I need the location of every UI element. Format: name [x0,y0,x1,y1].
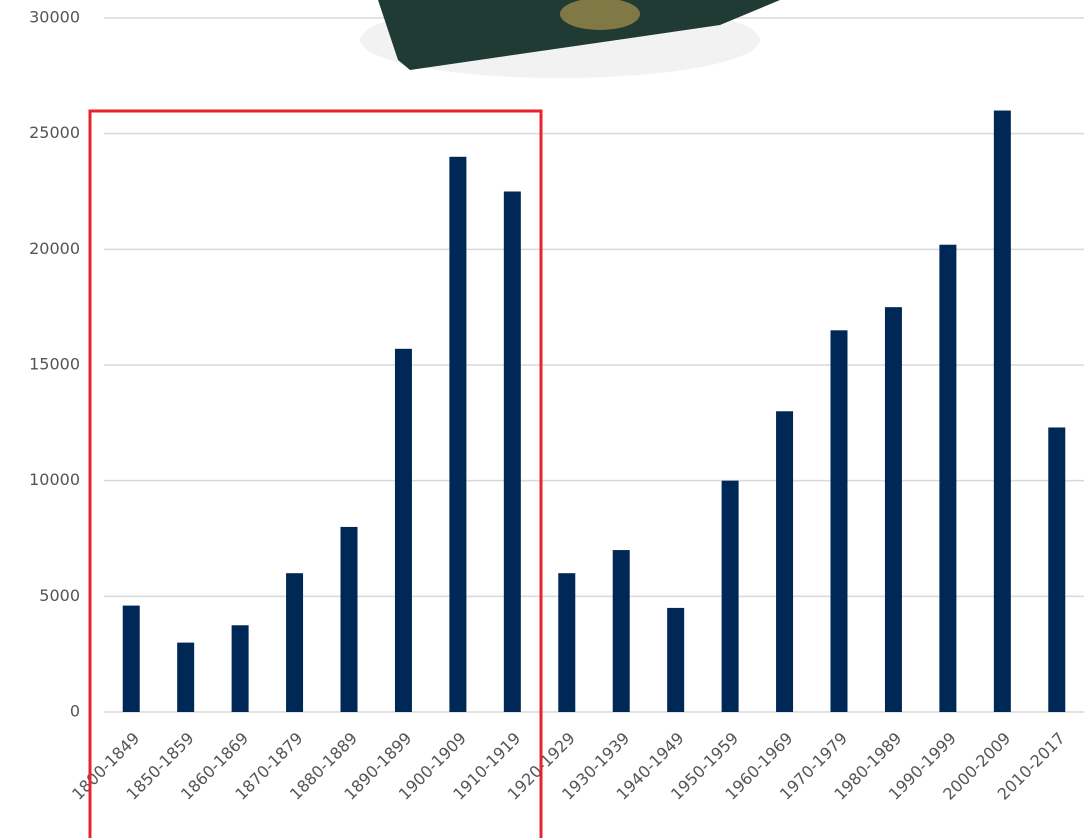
bar [1048,427,1066,712]
y-tick-label: 30000 [29,8,80,27]
bar [558,573,576,712]
bar [776,411,794,712]
bar [721,480,739,712]
bar [231,625,249,712]
y-tick-label: 5000 [39,586,80,605]
y-tick-label: 20000 [29,239,80,258]
y-tick-label: 25000 [29,123,80,142]
bar [884,307,902,712]
bar [177,642,195,712]
y-tick-label: 15000 [29,355,80,374]
highlight-box [88,109,543,838]
bar [503,191,521,712]
bar [449,156,467,713]
bar [667,607,685,712]
bar [122,605,140,712]
y-tick-label: 10000 [29,470,80,489]
bar [939,244,957,712]
book-decoration [360,0,780,78]
bar [340,526,358,712]
y-tick-label: 0 [70,702,80,721]
bar [612,550,630,712]
bar [394,348,412,712]
bar [286,573,304,712]
bar [993,110,1011,713]
bar [830,330,848,712]
